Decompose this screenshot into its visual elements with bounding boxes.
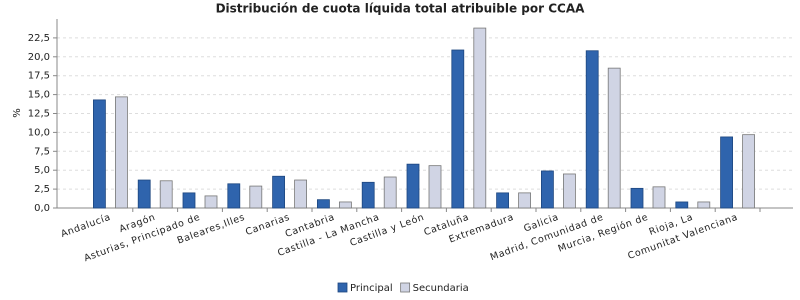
y-tick-label: 12,5 — [28, 109, 50, 120]
bar — [473, 27, 487, 209]
bar — [93, 99, 106, 209]
bar — [338, 201, 352, 209]
bar — [182, 192, 196, 209]
legend-swatch — [400, 282, 411, 293]
y-tick-label: 10,0 — [28, 127, 50, 138]
bar — [383, 176, 397, 209]
y-tick-label: 0,0 — [34, 203, 50, 214]
legend-swatch — [337, 282, 348, 293]
y-tick-label: 5,0 — [34, 165, 50, 176]
bar — [204, 195, 218, 209]
bar — [585, 50, 599, 209]
x-tick-label: Andalucía — [60, 212, 113, 240]
bar — [630, 187, 644, 209]
bar — [159, 180, 173, 209]
y-tick-label: 20,0 — [28, 52, 50, 63]
bar — [227, 183, 241, 209]
bar — [518, 192, 531, 209]
bar — [137, 179, 151, 209]
bar — [742, 134, 755, 209]
bar — [541, 170, 554, 209]
bar — [316, 199, 330, 209]
bar — [697, 201, 711, 209]
y-tick-label: 15,0 — [28, 90, 50, 101]
y-axis-label: % — [12, 108, 23, 118]
bar — [115, 96, 128, 209]
bar — [720, 136, 733, 209]
bar — [361, 181, 375, 209]
bar — [272, 175, 286, 209]
legend-label: Principal — [350, 283, 393, 294]
x-tick-label: Canarias — [244, 212, 291, 238]
legend-label: Secundaria — [413, 283, 469, 294]
y-tick-label: 22,5 — [28, 33, 50, 44]
y-tick-label: 2,5 — [34, 184, 50, 195]
y-tick-label: 7,5 — [34, 146, 50, 157]
bar — [451, 49, 465, 209]
bar — [563, 173, 576, 209]
bar — [406, 163, 420, 209]
bar — [428, 165, 442, 209]
bar — [607, 67, 621, 209]
bar — [249, 185, 263, 209]
bar — [294, 179, 308, 209]
y-tick-label: 17,5 — [28, 71, 50, 82]
chart-title: Distribución de cuota líquida total atri… — [216, 2, 586, 16]
bar — [652, 186, 666, 209]
bar — [496, 192, 510, 209]
bar — [675, 201, 689, 209]
